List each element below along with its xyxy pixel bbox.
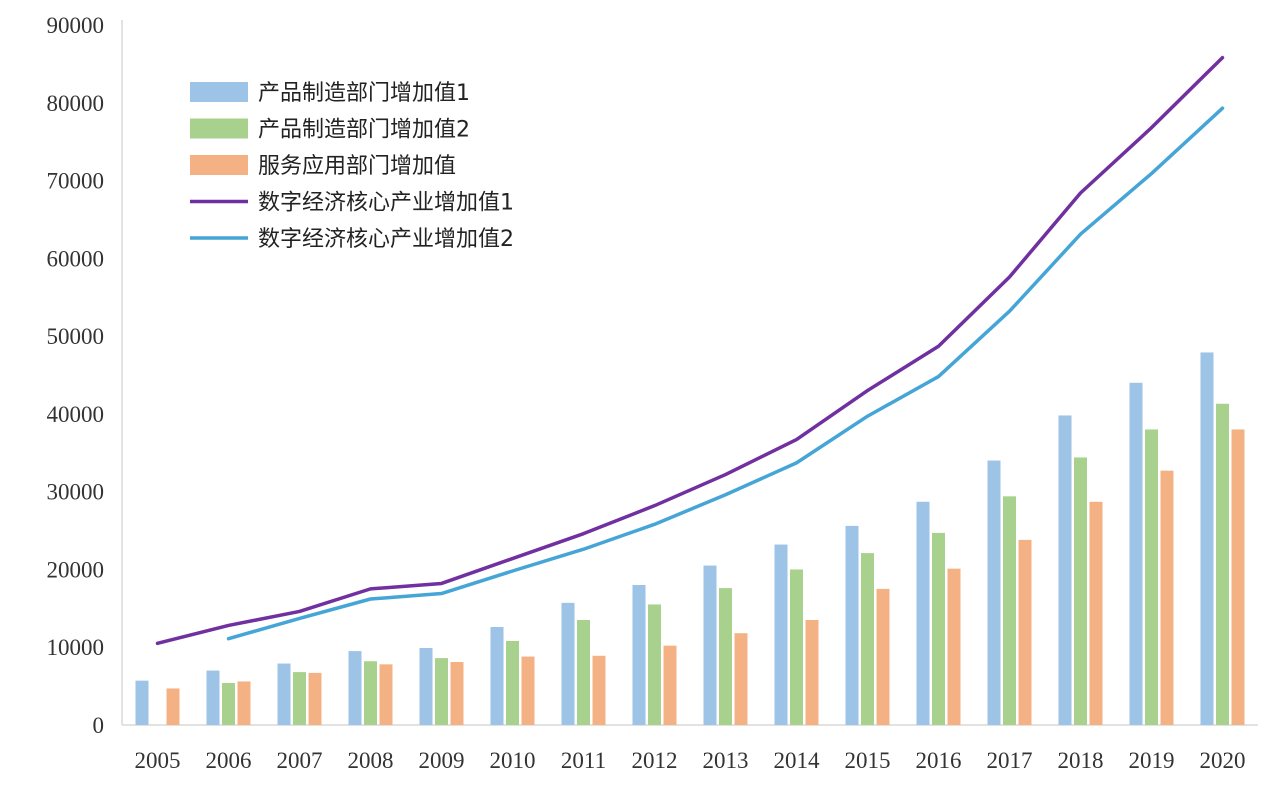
bar: [1129, 382, 1143, 725]
legend-label: 数字经济核心产业增加值2: [258, 227, 514, 252]
bar: [719, 588, 732, 725]
x-tick-label: 2008: [348, 748, 394, 773]
bar: [861, 553, 874, 725]
bar-series: [135, 352, 1245, 725]
bar: [1074, 457, 1087, 725]
legend-label: 产品制造部门增加值2: [258, 118, 470, 143]
y-tick-label: 20000: [47, 557, 105, 582]
bar: [648, 604, 661, 725]
legend-swatch: [190, 118, 248, 139]
bar: [577, 620, 590, 725]
bar: [592, 655, 606, 725]
x-tick-label: 2015: [845, 748, 891, 773]
y-tick-label: 80000: [47, 91, 105, 116]
bar: [166, 688, 180, 725]
bar: [561, 602, 575, 725]
bar: [277, 663, 291, 725]
bar: [308, 672, 322, 725]
bar: [1058, 415, 1072, 725]
bar: [490, 627, 504, 725]
x-tick-label: 2009: [419, 748, 465, 773]
x-tick-label: 2006: [206, 748, 252, 773]
bar: [222, 683, 235, 725]
bar: [1003, 496, 1016, 725]
bar: [932, 532, 945, 725]
bar: [348, 651, 362, 725]
y-tick-label: 10000: [47, 635, 105, 660]
x-tick-label: 2012: [632, 748, 678, 773]
bar: [947, 568, 961, 725]
x-tick-label: 2019: [1129, 748, 1175, 773]
x-tick-label: 2014: [774, 748, 821, 773]
bar: [774, 544, 788, 725]
legend-swatch: [190, 82, 248, 102]
series-line: [155, 55, 1225, 646]
bar: [845, 525, 859, 725]
bar: [237, 681, 251, 725]
legend-label: 服务应用部门增加值: [258, 154, 456, 179]
line-series: [155, 55, 1225, 646]
bar: [734, 633, 748, 725]
y-tick-label: 40000: [47, 402, 105, 427]
bar: [506, 641, 519, 725]
bar: [805, 620, 819, 725]
bar: [663, 645, 677, 725]
x-tick-label: 2010: [490, 748, 536, 773]
legend-swatch: [190, 155, 248, 175]
bar: [1145, 429, 1158, 725]
bar: [1160, 470, 1174, 725]
bar: [521, 656, 535, 725]
bar: [135, 680, 149, 725]
y-tick-label: 90000: [47, 13, 105, 38]
bar: [916, 501, 930, 725]
y-tick-label: 70000: [47, 169, 105, 194]
bar: [1231, 429, 1245, 725]
legend-label: 数字经济核心产业增加值1: [258, 191, 514, 216]
x-tick-label: 2020: [1200, 748, 1246, 773]
y-tick-label: 0: [93, 713, 105, 738]
x-tick-label: 2011: [561, 748, 606, 773]
bar: [1200, 352, 1214, 725]
bar: [703, 565, 717, 725]
bar: [364, 661, 377, 725]
y-tick-label: 50000: [47, 324, 105, 349]
bar: [293, 672, 306, 725]
bar: [632, 585, 646, 725]
x-tick-label: 2007: [277, 748, 323, 773]
x-tick-label: 2018: [1058, 748, 1104, 773]
bar: [379, 664, 393, 725]
bar: [876, 588, 890, 725]
y-tick-label: 60000: [47, 246, 105, 271]
bar: [419, 648, 433, 725]
y-tick-label: 30000: [47, 480, 105, 505]
legend-label: 产品制造部门增加值1: [258, 81, 470, 106]
bar: [450, 662, 464, 725]
x-tick-label: 2013: [703, 748, 749, 773]
bar: [1216, 403, 1229, 725]
axes: 0 10000 20000 30000 40000 50000 60000 70000 8000…: [47, 13, 1258, 773]
legend: 产品制造部门增加值1 产品制造部门增加值2 服务应用部门增加值数字经济核心产业增加值…: [190, 81, 514, 252]
bar: [206, 670, 220, 725]
bar: [987, 460, 1001, 725]
x-tick-label: 2005: [135, 748, 181, 773]
x-tick-label: 2017: [987, 748, 1033, 773]
bar: [1089, 501, 1103, 725]
bar: [435, 658, 448, 725]
bar: [1018, 539, 1032, 725]
x-tick-label: 2016: [916, 748, 962, 773]
series-line: [226, 106, 1225, 641]
bar: [790, 569, 803, 725]
